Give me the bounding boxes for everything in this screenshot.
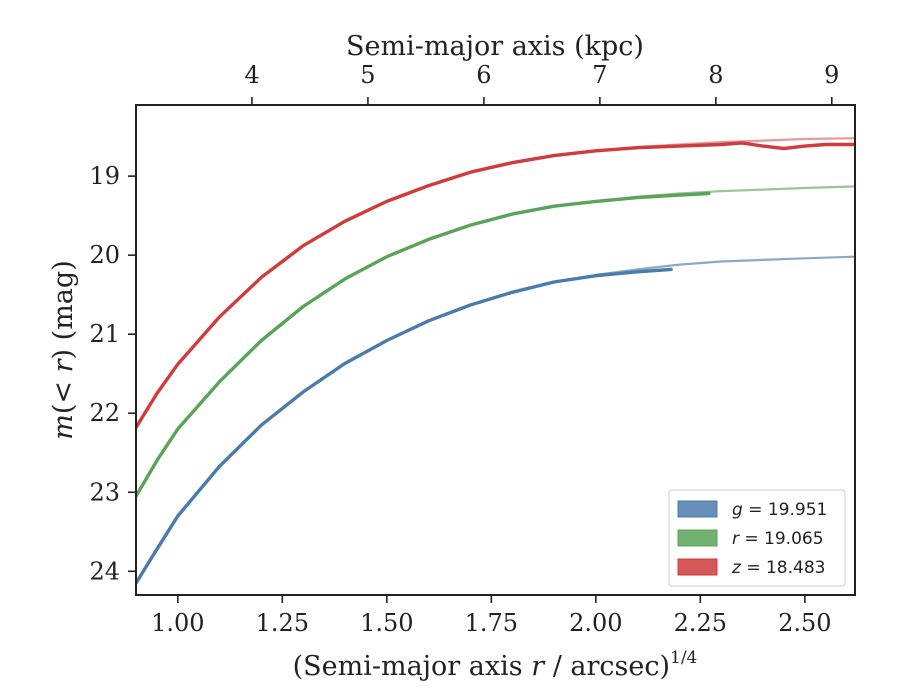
- x-axis-title-pre: (Semi-major axis: [293, 651, 532, 682]
- top-x-tick-label: 9: [824, 61, 839, 89]
- y-axis-title-unit: (mag): [48, 260, 79, 349]
- x-tick-label: 2.25: [674, 609, 727, 637]
- y-tick-label: 22: [89, 399, 120, 427]
- x-tick-label: 1.25: [256, 609, 309, 637]
- series-z-line: [136, 141, 855, 430]
- y-axis-title-close: ): [48, 349, 79, 360]
- y-axis-title: m(< r) (mag): [48, 260, 79, 439]
- x-tick-label: 2.50: [778, 609, 831, 637]
- y-tick-label: 19: [89, 162, 120, 190]
- plot-border: [135, 104, 856, 596]
- legend-swatch-g: [677, 500, 718, 518]
- series-r-line: [136, 191, 711, 498]
- axes-frame: [135, 104, 856, 596]
- top-x-tick-label: 7: [592, 61, 607, 89]
- legend-label-z: z = 18.483: [731, 558, 825, 578]
- legend-label-g: g = 19.951: [732, 500, 827, 520]
- top-x-tick-label: 5: [360, 61, 375, 89]
- legend-swatch-r: [677, 529, 718, 547]
- legend-swatch-z: [677, 558, 718, 576]
- series-lines: [136, 137, 855, 585]
- series-g-line: [136, 267, 673, 585]
- top-x-tick-label: 6: [476, 61, 491, 89]
- x-tick-label: 2.00: [569, 609, 622, 637]
- x-axis-title-mid: / arcsec): [544, 651, 670, 682]
- x-tick-label: 1.50: [360, 609, 413, 637]
- y-tick-label: 20: [89, 241, 120, 269]
- y-axis-title-open: (<: [48, 372, 79, 414]
- x-axis-title: (Semi-major axis r / arcsec)1/4: [293, 648, 698, 682]
- x-tick-label: 1.75: [465, 609, 518, 637]
- legend-label-r: r = 19.065: [732, 529, 824, 549]
- y-axis-title-var: r: [48, 357, 79, 372]
- plot-area: [136, 137, 855, 585]
- top-x-axis-title: Semi-major axis (kpc): [346, 31, 644, 62]
- y-tick-label: 24: [89, 557, 120, 585]
- y-axis-title-func: m: [48, 414, 79, 440]
- y-tick-label: 23: [89, 478, 120, 506]
- x-axis-title-sup: 1/4: [670, 648, 697, 668]
- x-tick-label: 1.00: [151, 609, 204, 637]
- x-axis-title-var: r: [531, 651, 546, 682]
- ticks: 1.00 1.25 1.50 1.75 2.00 2.25 2.50 19 20 21 22 23 24…: [89, 61, 839, 637]
- top-x-tick-label: 8: [708, 61, 723, 89]
- axis-labels: Semi-major axis (kpc) (Semi-major axis r…: [48, 31, 697, 682]
- top-x-tick-label: 4: [244, 61, 259, 89]
- y-tick-label: 21: [89, 320, 120, 348]
- series-g-model-line: [594, 255, 855, 276]
- legend: g = 19.951 r = 19.065 z = 18.483: [668, 489, 846, 587]
